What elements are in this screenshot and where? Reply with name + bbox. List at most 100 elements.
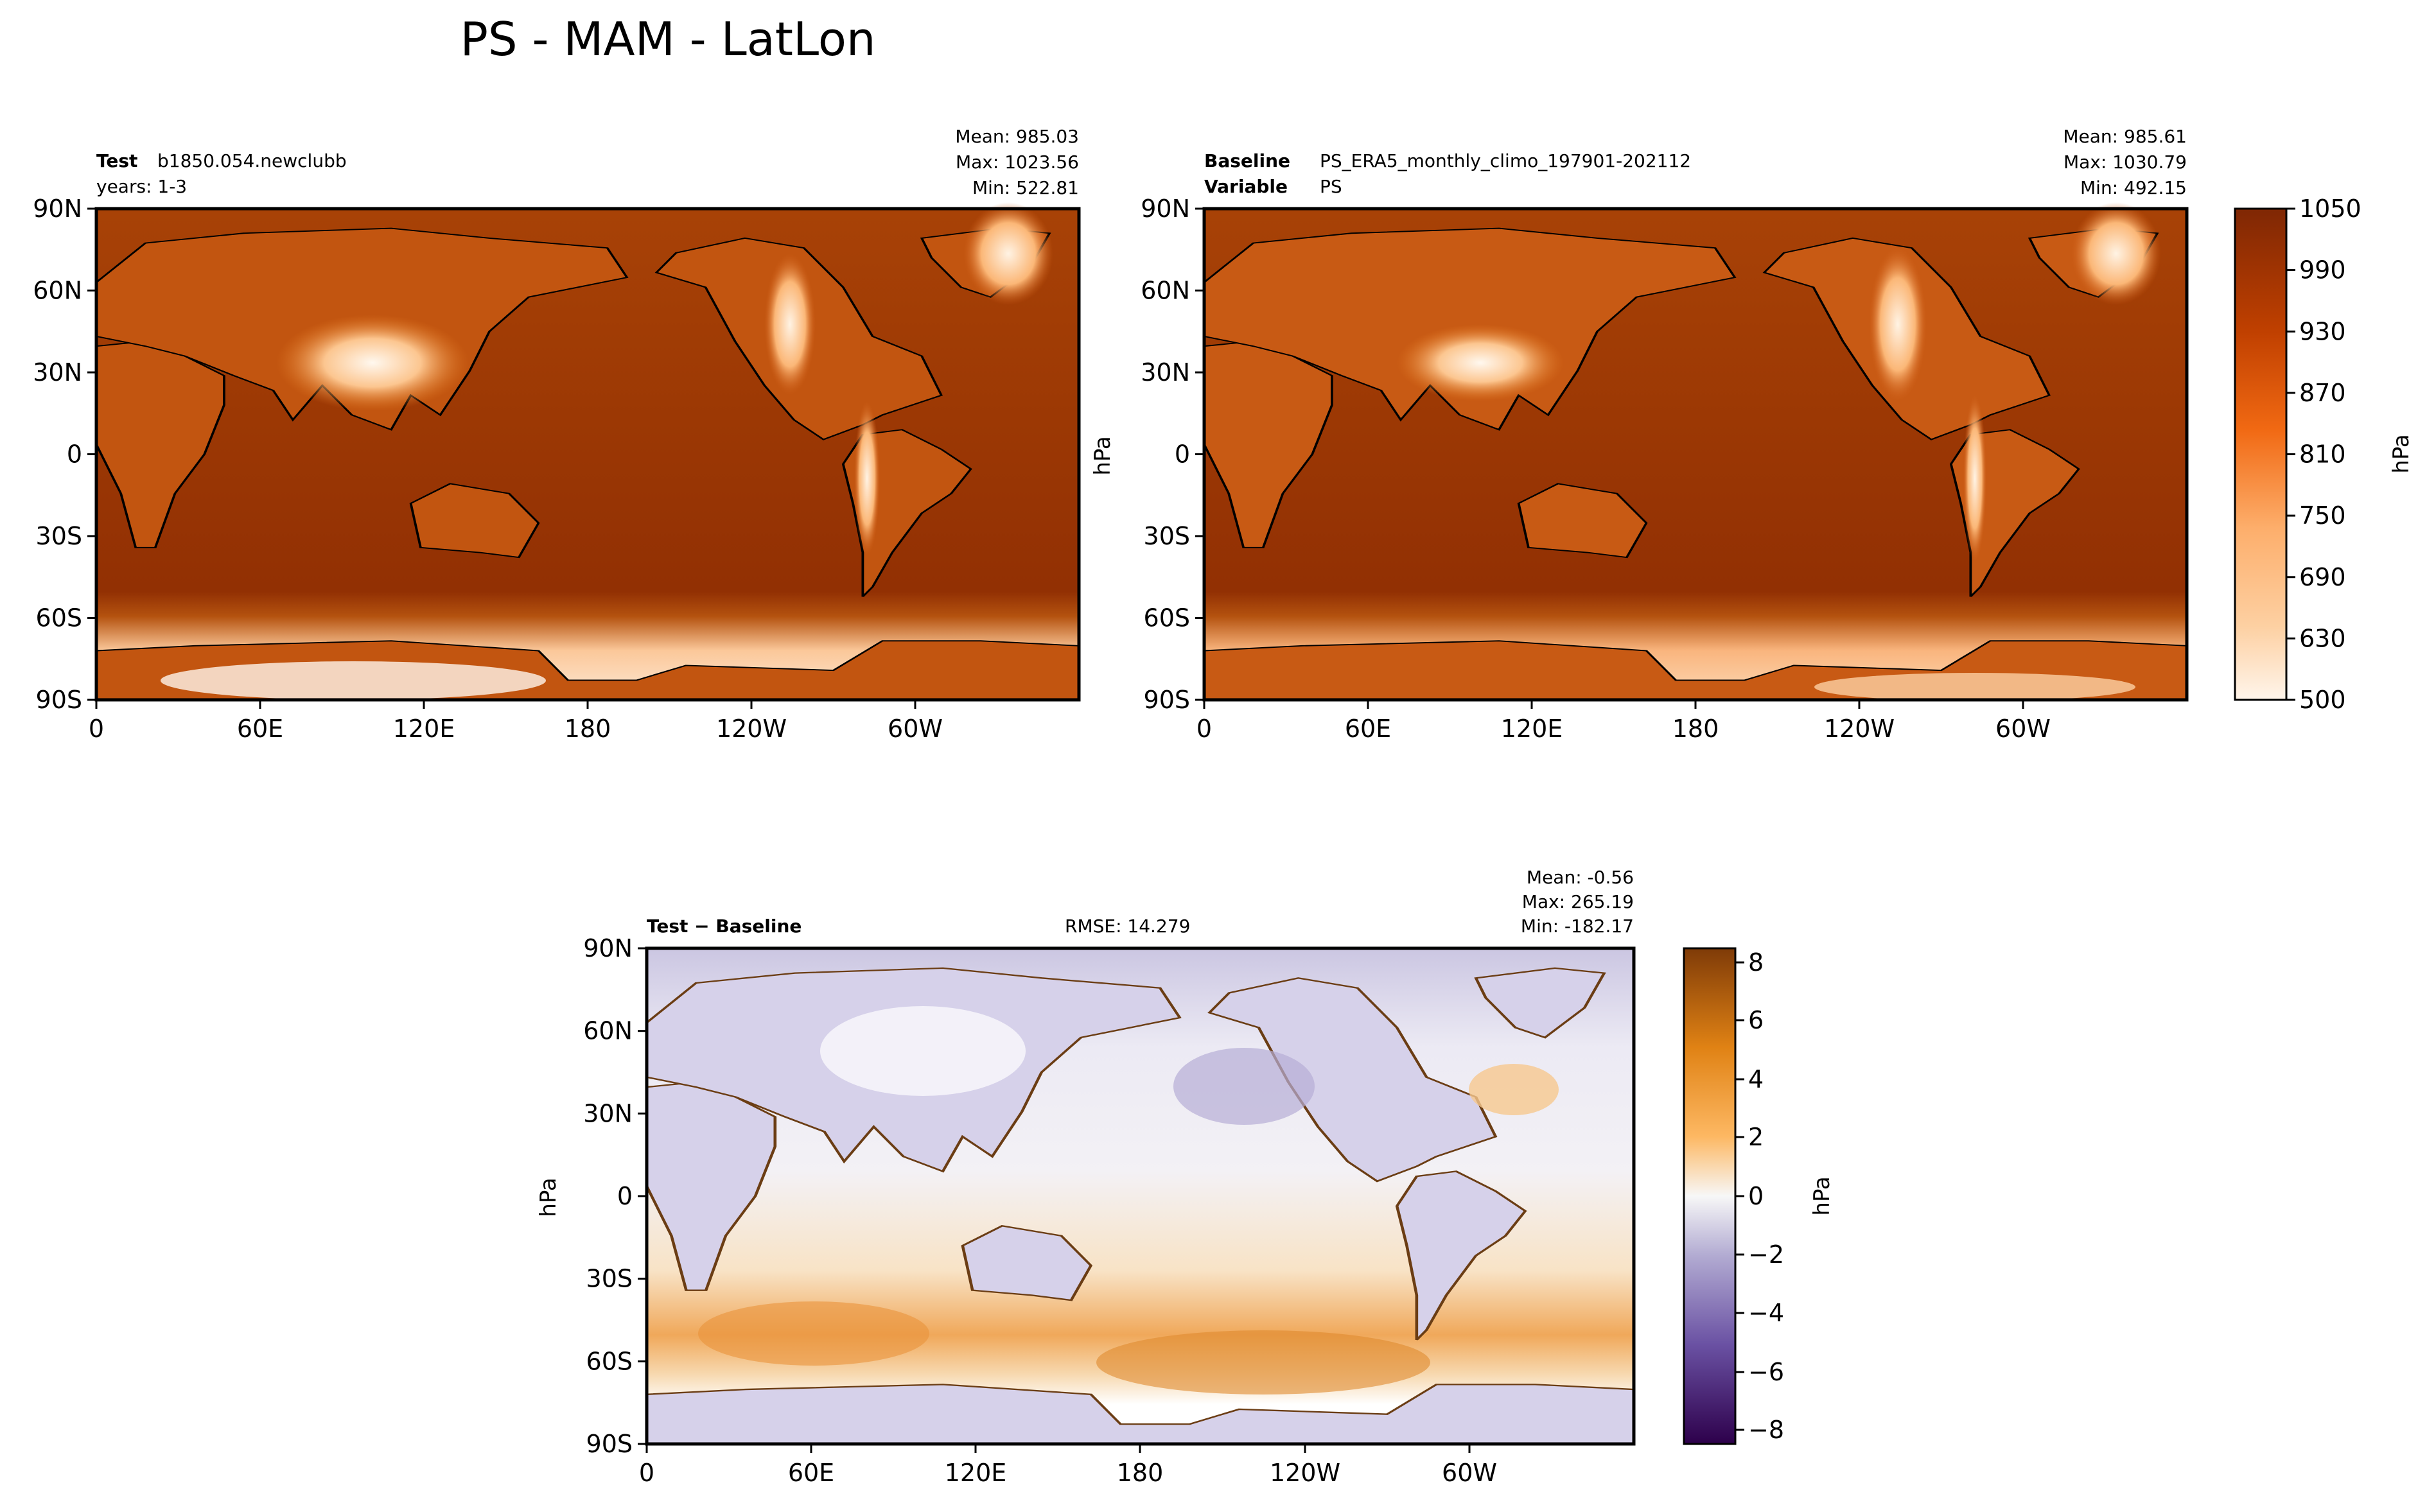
x-tick-label: 120E (393, 715, 455, 743)
y-tick-label: 90N (583, 934, 633, 962)
x-tick: 60W (888, 700, 943, 743)
y-tick-label: 0 (1175, 440, 1190, 469)
colorbar-ticks: 1050 990 930 870 810 750 690 630 500 (2286, 195, 2361, 714)
cb-tick-label: 690 (2299, 563, 2346, 591)
y-tick: 60N (583, 1017, 647, 1045)
test-x-ticks: 0 60E 120E 180 120W 60W (89, 700, 943, 743)
x-tick-label: 180 (1672, 715, 1719, 743)
y-tick: 60S (1144, 604, 1204, 632)
y-tick: 90S (36, 686, 96, 714)
x-tick-label: 0 (1196, 715, 1212, 743)
y-tick: 30N (583, 1099, 647, 1127)
y-tick-label: 30N (583, 1099, 633, 1127)
x-tick-label: 120W (1824, 715, 1895, 743)
cb-tick: 930 (2286, 317, 2346, 345)
baseline-ylabel: hPa (1090, 436, 1116, 475)
panel-test: Test b1850.054.newclubb years: 1-3 Mean:… (33, 126, 1079, 743)
cb-tick: 750 (2286, 501, 2346, 530)
test-header-value: b1850.054.newclubb (157, 150, 347, 171)
cb-tick-label: 0 (1748, 1182, 1764, 1210)
cb-tick-label: 4 (1748, 1065, 1764, 1093)
cb-tick: 4 (1735, 1065, 1764, 1093)
x-tick-label: 60E (1345, 715, 1391, 743)
y-tick: 0 (617, 1182, 647, 1210)
baseline-header-key2: Variable (1204, 176, 1288, 197)
y-tick: 30S (1144, 522, 1204, 550)
cb-tick: −6 (1735, 1358, 1784, 1386)
x-tick-label: 60E (788, 1459, 834, 1487)
x-tick-label: 0 (89, 715, 104, 743)
cb-tick-label: 6 (1748, 1006, 1764, 1034)
baseline-stat-mean: Mean: 985.61 (2063, 126, 2187, 147)
test-stat-min: Min: 522.81 (972, 177, 1079, 198)
x-tick: 60E (788, 1444, 834, 1487)
baseline-y-ticks: 90N 60N 30N 0 30S 60S 90S (1141, 195, 1204, 714)
x-tick-label: 120W (716, 715, 787, 743)
x-tick: 120W (1270, 1444, 1340, 1487)
y-tick-label: 30S (1144, 522, 1190, 550)
test-header-key: Test (96, 150, 137, 171)
y-tick-label: 90N (1141, 195, 1190, 223)
cb-tick-label: 1050 (2299, 195, 2361, 223)
y-tick: 30S (36, 522, 96, 550)
baseline-colorbar: 1050 990 930 870 810 750 690 630 500 hPa (2234, 195, 2414, 714)
diff-stat-max: Max: 265.19 (1522, 891, 1634, 912)
cb-tick-label: −2 (1748, 1240, 1784, 1269)
test-andes-high (854, 401, 880, 555)
baseline-header-value2: PS (1320, 176, 1342, 197)
cb-tick-label: −6 (1748, 1358, 1784, 1386)
cb-tick: 6 (1735, 1006, 1764, 1034)
x-tick: 180 (1117, 1444, 1164, 1487)
panel-baseline: Baseline PS_ERA5_monthly_climo_197901-20… (1090, 126, 2414, 743)
cb-tick: −4 (1735, 1299, 1784, 1327)
x-tick: 60W (1995, 700, 2051, 743)
test-header-line2: years: 1-3 (96, 176, 187, 197)
x-tick: 180 (565, 700, 611, 743)
cb-tick: 690 (2286, 563, 2346, 591)
y-tick-label: 60N (583, 1017, 633, 1045)
test-rockies-high (764, 254, 816, 395)
y-tick: 60S (586, 1347, 647, 1375)
baseline-antarctic-high (1814, 673, 2135, 701)
x-tick-label: 180 (1117, 1459, 1164, 1487)
y-tick: 90N (583, 934, 647, 962)
y-tick-label: 90N (33, 195, 82, 223)
x-tick-label: 60W (1995, 715, 2051, 743)
baseline-header-value: PS_ERA5_monthly_climo_197901-202112 (1320, 150, 1691, 171)
cb-tick: 630 (2286, 624, 2346, 652)
baseline-rockies-high (1869, 247, 1927, 401)
test-stat-mean: Mean: 985.03 (955, 126, 1079, 147)
y-tick: 60N (33, 277, 96, 305)
baseline-x-ticks: 0 60E 120E 180 120W 60W (1196, 700, 2051, 743)
test-tibet-high (276, 315, 469, 411)
baseline-tibet-high (1397, 324, 1564, 401)
cb-tick: 990 (2286, 256, 2346, 284)
x-tick: 180 (1672, 700, 1719, 743)
y-tick-label: 0 (67, 440, 82, 469)
y-tick: 30N (1141, 358, 1204, 387)
test-map (96, 202, 1079, 700)
y-tick: 0 (67, 440, 96, 469)
cb-tick: −2 (1735, 1240, 1784, 1269)
cb-tick: −8 (1735, 1416, 1784, 1444)
colorbar-gradient (1683, 947, 1737, 1445)
cb-tick: 0 (1735, 1182, 1764, 1210)
x-tick-label: 120E (945, 1459, 1007, 1487)
x-tick-label: 60W (888, 715, 943, 743)
y-tick: 90N (1141, 195, 1204, 223)
x-tick: 120E (945, 1444, 1007, 1487)
y-tick: 90N (33, 195, 96, 223)
y-tick: 30N (33, 358, 96, 387)
x-tick: 0 (1196, 700, 1212, 743)
baseline-map (1204, 202, 2187, 701)
test-stat-max: Max: 1023.56 (956, 152, 1079, 173)
baseline-stat-min: Min: 492.15 (2080, 177, 2187, 198)
x-tick-label: 120E (1501, 715, 1563, 743)
x-tick: 0 (639, 1444, 654, 1487)
cb-tick: 870 (2286, 379, 2346, 407)
figure-title: PS - MAM - LatLon (460, 12, 875, 66)
panel-diff: Test − Baseline RMSE: 14.279 Mean: -0.56… (536, 867, 1835, 1487)
x-tick: 120E (1501, 700, 1563, 743)
y-tick: 30S (586, 1265, 647, 1293)
